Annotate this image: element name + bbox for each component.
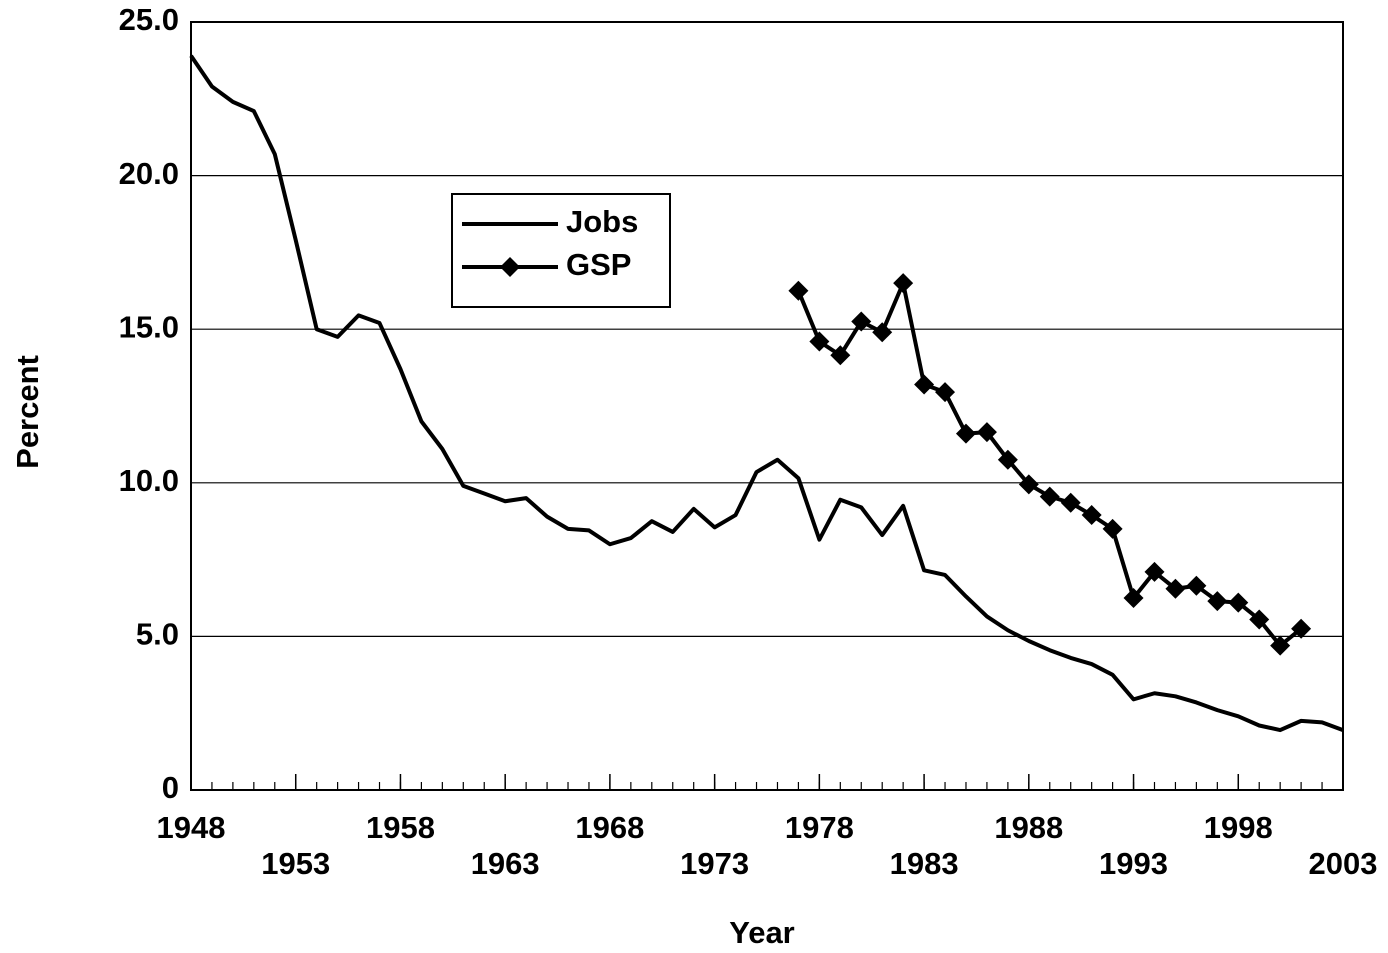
y-tick-label: 15.0 [119,309,179,344]
point-marker [851,311,872,332]
point-marker [788,280,809,301]
point-marker [1060,492,1081,513]
plot-border [190,21,1344,791]
x-tick-label: 1953 [261,846,330,881]
point-marker [809,331,830,352]
point-marker [1165,578,1186,599]
x-tick-label: 1968 [575,810,644,845]
point-marker [955,423,976,444]
legend-label: GSP [566,247,631,282]
x-tick-label: 2003 [1309,846,1378,881]
point-marker [914,374,935,395]
y-axis-label: Percent [10,355,45,469]
x-axis-label: Year [729,915,795,950]
point-marker [1207,591,1228,612]
point-marker [830,345,851,366]
point-marker [1144,561,1165,582]
point-marker [893,273,914,294]
point-marker [1249,609,1270,630]
x-tick-label: 1963 [471,846,540,881]
point-marker [935,382,956,403]
point-marker [1018,474,1039,495]
x-tick-label: 1983 [890,846,959,881]
y-tick-label: 25.0 [119,2,179,37]
y-tick-label: 10.0 [119,463,179,498]
point-marker [1081,505,1102,526]
series-line [189,54,1344,733]
legend-label: Jobs [566,204,638,239]
x-tick-label: 1993 [1099,846,1168,881]
x-tick-label: 1998 [1204,810,1273,845]
point-marker [976,422,997,443]
legend-marker [500,257,520,277]
x-tick-label: 1958 [366,810,435,845]
point-marker [1186,575,1207,596]
x-tick-label: 1988 [994,810,1063,845]
legend-box [451,193,671,308]
y-tick-label: 5.0 [136,617,179,652]
point-marker [1039,486,1060,507]
y-tick-label: 0 [162,770,179,805]
series-line [796,281,1303,648]
x-tick-label: 1978 [785,810,854,845]
point-marker [1228,592,1249,613]
point-marker [997,449,1018,470]
point-marker [1291,618,1312,639]
x-tick-label: 1948 [157,810,226,845]
y-tick-label: 20.0 [119,156,179,191]
point-marker [872,322,893,343]
x-tick-label: 1973 [680,846,749,881]
point-marker [1102,518,1123,539]
point-marker [1123,588,1144,608]
point-marker [1270,635,1291,656]
